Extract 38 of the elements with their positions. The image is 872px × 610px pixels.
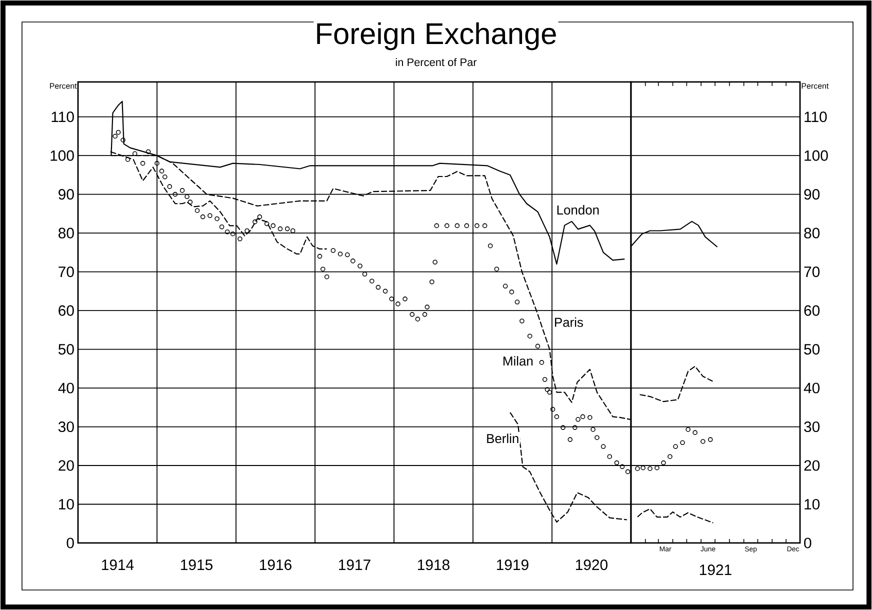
x-tick-label: 1918 bbox=[418, 560, 450, 570]
y-tick-label: 60 bbox=[58, 305, 74, 316]
y-tick-label: 40 bbox=[58, 382, 74, 394]
series-label: Berlin bbox=[487, 434, 518, 444]
y-tick-label: 110 bbox=[804, 112, 827, 122]
series-label: Milan bbox=[504, 356, 533, 366]
y-tick-label: 30 bbox=[58, 421, 74, 432]
y-tick-label: 100 bbox=[50, 150, 74, 161]
y-tick-label: 10 bbox=[804, 498, 820, 510]
series-label: London bbox=[557, 205, 599, 215]
y-tick-label: 10 bbox=[59, 498, 74, 510]
y-tick-label: 70 bbox=[58, 266, 74, 278]
y-tick-label: 40 bbox=[804, 382, 820, 394]
y-tick-label: 50 bbox=[58, 344, 74, 355]
y-tick-label: 0 bbox=[66, 538, 74, 548]
x-tick-label: 1916 bbox=[260, 560, 292, 570]
x-tick-label: 1919 bbox=[496, 560, 528, 570]
y-tick-label: 90 bbox=[804, 189, 820, 200]
y-tick-label: 70 bbox=[804, 266, 820, 278]
y-tick-label: 100 bbox=[804, 150, 828, 161]
y-tick-label: 50 bbox=[804, 344, 820, 355]
x-tick-label: 1915 bbox=[181, 560, 212, 570]
x-axis-title: 1921 bbox=[700, 564, 732, 576]
chart-title: Foreign Exchange bbox=[317, 22, 556, 50]
y-tick-label: 60 bbox=[804, 305, 820, 316]
x-tick-label: 1917 bbox=[339, 560, 370, 570]
chart-subtitle: in Percent of Par bbox=[396, 58, 477, 66]
y-tick-label: 20 bbox=[804, 460, 820, 471]
y-tick-label: 90 bbox=[58, 189, 74, 200]
series-label: Paris bbox=[555, 317, 583, 327]
x-tick-label: 1914 bbox=[102, 560, 134, 570]
y-tick-label: 110 bbox=[52, 112, 74, 122]
y-tick-label: 80 bbox=[804, 228, 820, 238]
y-tick-label: 20 bbox=[58, 460, 74, 471]
y-tick-label: 0 bbox=[804, 538, 812, 548]
x-tick-label: 1920 bbox=[576, 560, 608, 570]
y-tick-label: 30 bbox=[804, 421, 820, 432]
y-tick-label: 80 bbox=[58, 228, 74, 238]
